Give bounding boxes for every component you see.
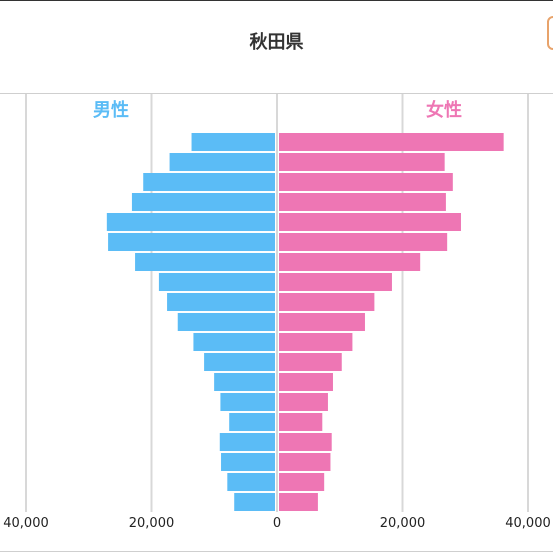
bar-female[interactable] — [279, 133, 504, 151]
bar-female[interactable] — [279, 393, 328, 411]
bar-female[interactable] — [279, 433, 332, 451]
bar-male[interactable] — [167, 293, 275, 311]
bar-female[interactable] — [279, 333, 353, 351]
x-tick-label: 40,000 — [505, 516, 551, 531]
bar-female[interactable] — [279, 493, 318, 511]
bar-male[interactable] — [221, 453, 275, 471]
bar-male[interactable] — [131, 193, 275, 211]
x-tick-label: 20,000 — [380, 516, 426, 531]
bar-female[interactable] — [279, 313, 365, 331]
bar-male[interactable] — [143, 173, 275, 191]
bar-female[interactable] — [279, 193, 446, 211]
bar-male[interactable] — [177, 313, 275, 331]
bar-male[interactable] — [135, 253, 275, 271]
bar-male[interactable] — [214, 373, 275, 391]
bar-female[interactable] — [279, 293, 375, 311]
x-tick-label: 0 — [273, 516, 281, 531]
bar-male[interactable] — [108, 233, 276, 251]
corner-button[interactable] — [547, 16, 553, 50]
bar-female[interactable] — [279, 473, 325, 491]
legend-female: 女性 — [426, 99, 462, 121]
bar-male[interactable] — [169, 153, 275, 171]
bars — [106, 133, 504, 511]
x-axis-ticks: 40,000 20,000 0 20,000 40,000 — [3, 516, 551, 531]
bar-female[interactable] — [279, 153, 445, 171]
bar-female[interactable] — [279, 353, 342, 371]
legend-male: 男性 — [93, 99, 129, 121]
bar-female[interactable] — [279, 213, 461, 231]
page-title: 秋田県 — [249, 32, 304, 53]
bar-male[interactable] — [191, 133, 275, 151]
bar-female[interactable] — [279, 253, 421, 271]
bar-male[interactable] — [106, 213, 275, 231]
bar-female[interactable] — [279, 373, 333, 391]
bar-male[interactable] — [220, 393, 275, 411]
bar-male[interactable] — [193, 333, 275, 351]
bar-male[interactable] — [158, 273, 275, 291]
bar-male[interactable] — [227, 473, 275, 491]
bar-female[interactable] — [279, 173, 453, 191]
bar-male[interactable] — [219, 433, 275, 451]
bar-female[interactable] — [279, 453, 331, 471]
bottom-divider — [0, 551, 553, 552]
x-tick-label: 40,000 — [3, 516, 49, 531]
bar-male[interactable] — [229, 413, 275, 431]
bar-female[interactable] — [279, 233, 448, 251]
bar-female[interactable] — [279, 413, 323, 431]
grid-lines — [25, 94, 529, 512]
header-divider — [0, 93, 553, 94]
top-border — [0, 0, 553, 1]
bar-female[interactable] — [279, 273, 392, 291]
x-tick-label: 20,000 — [129, 516, 175, 531]
bar-male[interactable] — [204, 353, 275, 371]
bar-male[interactable] — [234, 493, 275, 511]
